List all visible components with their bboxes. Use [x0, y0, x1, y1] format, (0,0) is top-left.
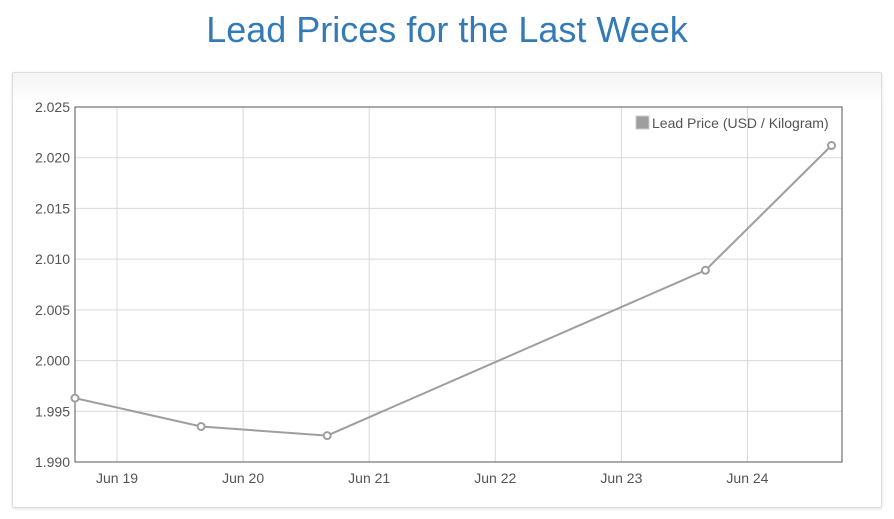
data-point[interactable]	[322, 431, 332, 441]
y-tick-label: 2.025	[35, 99, 70, 115]
series-line	[74, 144, 833, 437]
x-tick-label: Jun 19	[96, 470, 138, 486]
series-layer	[70, 141, 836, 441]
y-tick-label: 2.020	[35, 150, 70, 166]
y-tick-label: 2.010	[35, 251, 70, 267]
grid-layer	[75, 106, 842, 463]
legend[interactable]: Lead Price (USD / Kilogram)	[635, 115, 829, 131]
data-point[interactable]	[70, 393, 80, 403]
page-title: Lead Prices for the Last Week	[206, 9, 688, 50]
plot-area-border	[74, 106, 843, 463]
y-tick-label: 1.990	[35, 454, 70, 470]
data-point[interactable]	[700, 265, 710, 275]
x-tick-label: Jun 21	[348, 470, 390, 486]
x-tick-label: Jun 22	[474, 470, 516, 486]
legend-label: Lead Price (USD / Kilogram)	[652, 115, 829, 131]
y-axis-ticks: 2.025 2.020 2.015 2.010 2.005 2.000 1.995 1.990	[35, 99, 70, 470]
x-tick-label: Jun 20	[222, 470, 264, 486]
x-axis-ticks: Jun 19 Jun 20 Jun 21 Jun 22 Jun 23 Jun 24	[96, 470, 769, 486]
y-tick-label: 2.015	[35, 200, 70, 216]
x-tick-label: Jun 23	[600, 470, 642, 486]
chart-panel-header	[13, 73, 881, 103]
chart-panel	[12, 72, 882, 508]
data-point[interactable]	[196, 422, 206, 431]
legend-swatch	[635, 115, 650, 130]
y-tick-label: 1.995	[35, 403, 70, 419]
x-tick-label: Jun 24	[726, 470, 768, 486]
y-tick-label: 2.000	[35, 353, 70, 369]
y-tick-label: 2.005	[35, 302, 70, 318]
data-point[interactable]	[826, 141, 836, 151]
